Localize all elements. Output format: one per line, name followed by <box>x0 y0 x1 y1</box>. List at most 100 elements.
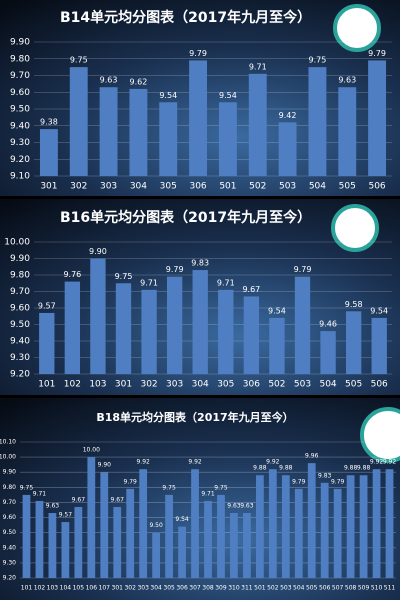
x-tick-label: 506 <box>368 182 385 192</box>
x-tick-label: 505 <box>339 182 356 192</box>
x-tick-label: 309 <box>215 585 227 592</box>
y-tick-label: 9.70 <box>10 71 30 81</box>
value-label: 9.88 <box>253 465 267 472</box>
bar <box>115 283 132 374</box>
x-tick-label: 302 <box>124 585 136 592</box>
x-tick-label: 106 <box>86 585 98 592</box>
value-label: 9.71 <box>217 278 235 287</box>
x-tick-label: 302 <box>140 380 157 390</box>
bar <box>333 488 342 578</box>
y-tick-label: 9.60 <box>3 514 17 521</box>
y-tick-label: 9.30 <box>3 559 17 566</box>
bar <box>338 87 357 176</box>
y-tick-label: 9.90 <box>3 469 17 476</box>
y-tick-label: 9.90 <box>10 38 30 48</box>
y-tick-label: 10.10 <box>0 439 16 446</box>
y-tick-label: 9.40 <box>3 544 17 551</box>
bar <box>368 60 387 176</box>
x-tick-label: 301 <box>40 182 57 192</box>
bar <box>307 463 316 578</box>
x-tick-label: 105 <box>73 585 85 592</box>
bar <box>255 475 264 578</box>
value-label: 9.92 <box>383 459 397 466</box>
value-label: 9.83 <box>318 472 332 479</box>
bar <box>48 513 57 578</box>
bar <box>218 289 234 374</box>
x-tick-label: 101 <box>21 585 33 592</box>
value-label: 9.79 <box>189 49 207 58</box>
y-tick-label: 9.20 <box>10 370 30 380</box>
value-label: 9.54 <box>175 516 189 523</box>
value-label: 9.83 <box>191 259 209 268</box>
y-tick-label: 9.50 <box>10 320 30 330</box>
value-label: 9.71 <box>201 490 215 497</box>
logo <box>331 4 400 463</box>
value-label: 9.92 <box>266 459 280 466</box>
value-label: 9.75 <box>20 484 34 491</box>
x-tick-label: 508 <box>345 585 357 592</box>
bar <box>159 102 178 176</box>
y-tick-label: 9.20 <box>3 575 17 582</box>
bar <box>372 469 381 578</box>
value-label: 9.79 <box>368 49 386 58</box>
x-tick-label: 304 <box>130 182 147 192</box>
value-label: 9.46 <box>319 320 337 329</box>
value-label: 9.63 <box>240 503 254 510</box>
value-label: 9.62 <box>130 77 148 86</box>
bar <box>359 475 368 578</box>
x-tick-label: 502 <box>267 585 279 592</box>
bar <box>35 500 44 578</box>
bar <box>278 122 297 176</box>
value-label: 9.54 <box>159 91 177 100</box>
x-tick-label: 507 <box>332 585 344 592</box>
value-label: 9.75 <box>70 56 88 65</box>
value-label: 9.92 <box>136 459 150 466</box>
x-tick-label: 301 <box>112 585 124 592</box>
x-tick-label: 303 <box>166 380 183 390</box>
x-tick-label: 503 <box>294 380 311 390</box>
x-tick-label: 502 <box>268 380 285 390</box>
value-label: 9.67 <box>111 496 125 503</box>
x-tick-label: 107 <box>99 585 111 592</box>
value-label: 9.88 <box>279 465 293 472</box>
x-tick-label: 504 <box>293 585 305 592</box>
bar <box>189 60 208 176</box>
bar <box>281 475 290 578</box>
bar <box>218 102 237 176</box>
value-label: 9.79 <box>124 478 138 485</box>
value-label: 9.88 <box>344 465 358 472</box>
x-tick-label: 304 <box>192 380 209 390</box>
y-tick-label: 9.40 <box>10 337 30 347</box>
x-tick-label: 306 <box>189 182 206 192</box>
bar <box>99 87 118 176</box>
bar <box>141 289 157 374</box>
value-label: 9.57 <box>38 301 56 310</box>
bar <box>126 488 135 578</box>
value-label: 9.75 <box>214 484 228 491</box>
bar <box>69 67 88 176</box>
y-tick-label: 9.80 <box>10 271 30 281</box>
bar <box>269 317 285 374</box>
y-tick-label: 9.20 <box>10 155 30 165</box>
value-label: 9.79 <box>292 478 306 485</box>
value-label: 9.96 <box>305 453 319 460</box>
x-tick-label: 503 <box>279 182 296 192</box>
value-label: 10.00 <box>83 447 100 454</box>
bar <box>100 472 109 578</box>
x-tick-label: 502 <box>249 182 266 192</box>
x-tick-label: 308 <box>202 585 214 592</box>
y-tick-label: 9.30 <box>10 138 30 148</box>
bar <box>129 88 148 176</box>
y-tick-label: 9.80 <box>3 484 17 491</box>
x-tick-label: 104 <box>60 585 72 592</box>
x-tick-label: 301 <box>115 380 132 390</box>
x-tick-label: 306 <box>176 585 188 592</box>
chart-title: B14单元均分图表（2017年九月至今） <box>60 9 311 26</box>
value-label: 9.76 <box>63 270 81 279</box>
x-tick-label: 307 <box>189 585 201 592</box>
bar <box>178 526 186 578</box>
x-tick-label: 511 <box>384 585 396 592</box>
x-tick-label: 303 <box>100 182 117 192</box>
bar <box>243 513 251 578</box>
